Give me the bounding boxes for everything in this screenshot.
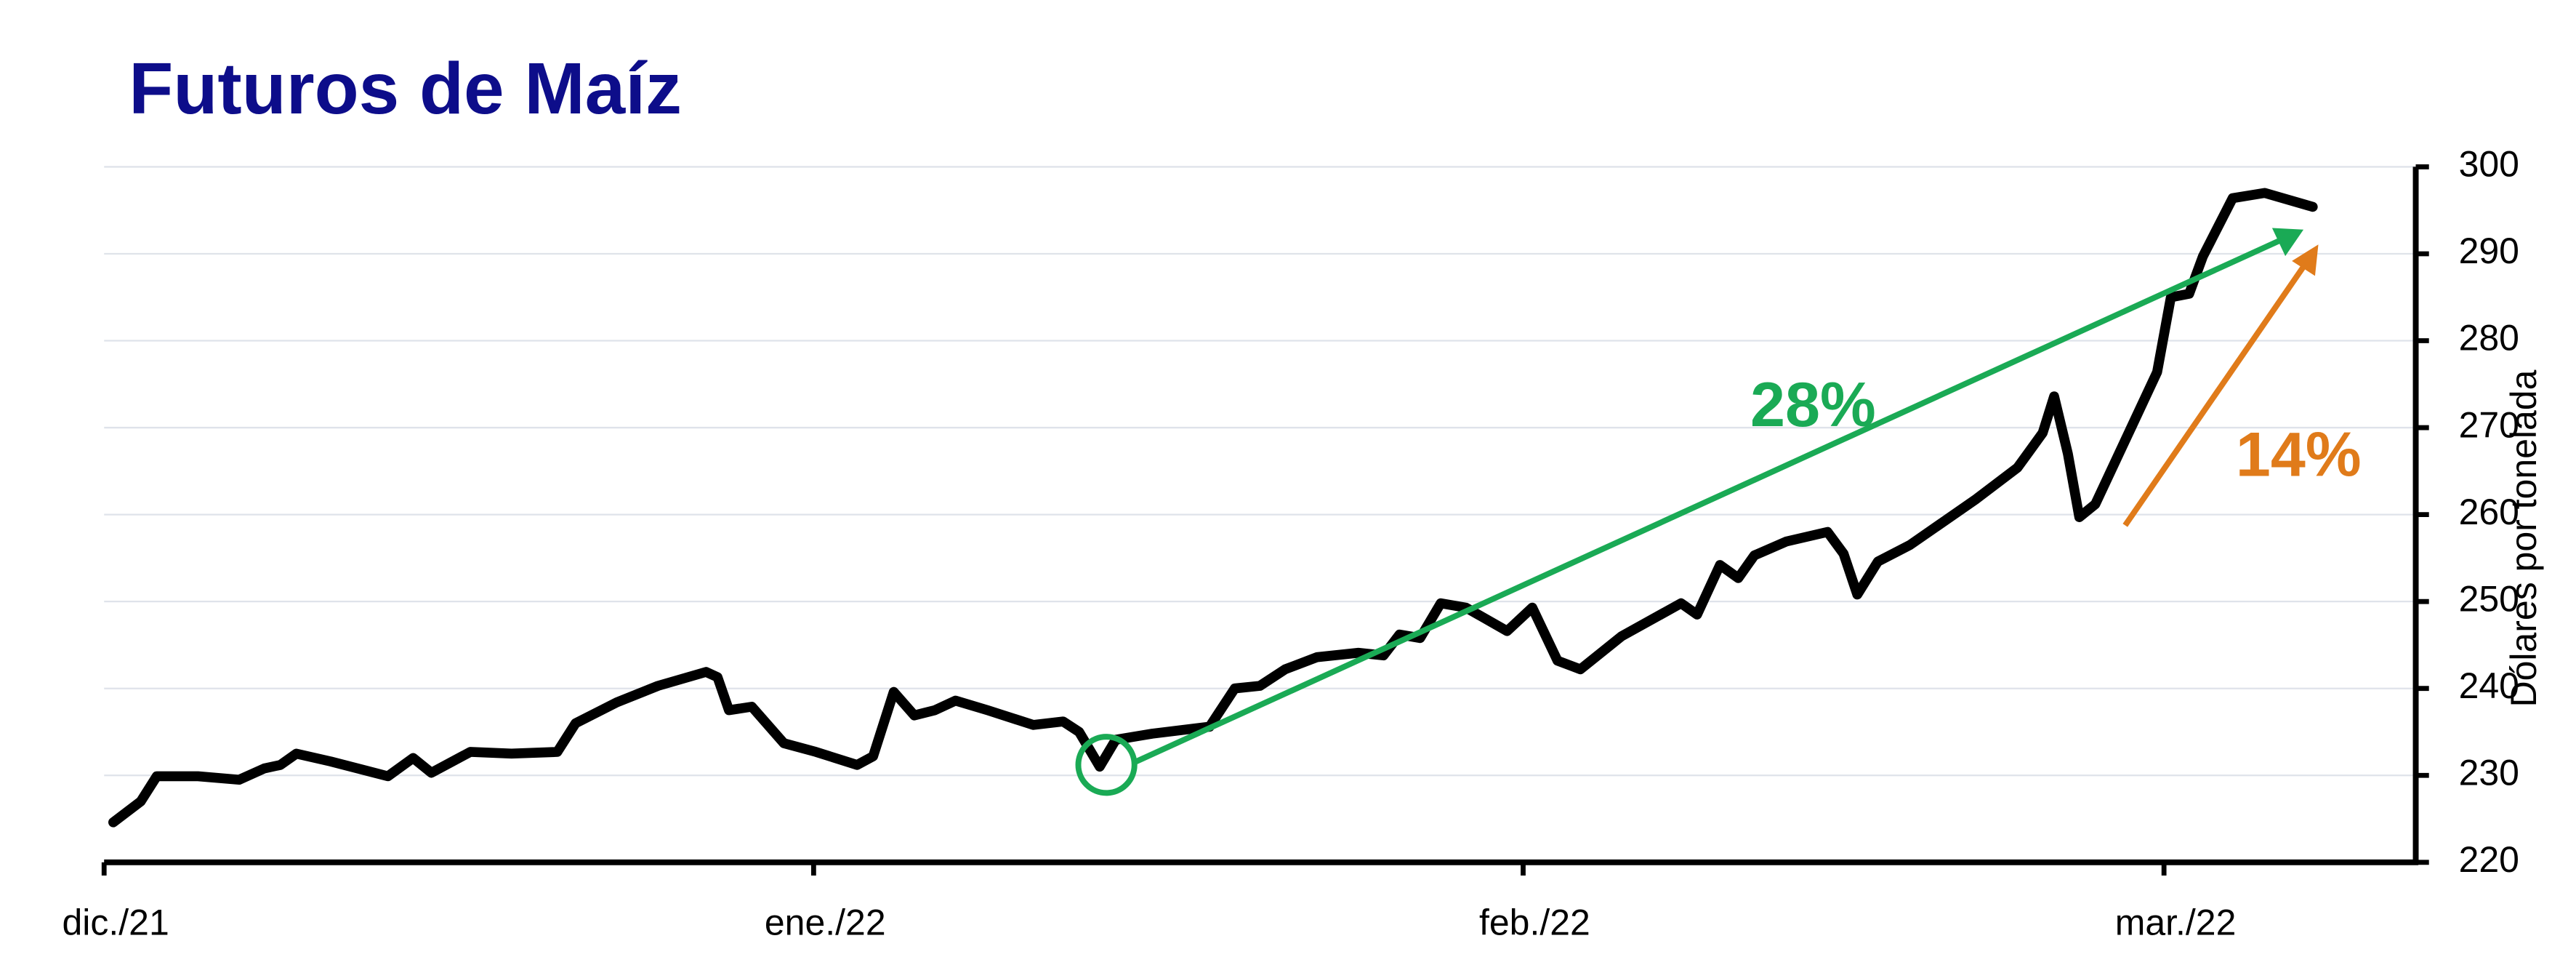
arrow-head (2292, 244, 2319, 276)
y-tick-label: 220 (2459, 839, 2519, 880)
y-tick-label: 290 (2459, 231, 2519, 271)
y-axis-label: Dólares por tonelada (2503, 369, 2544, 707)
x-tick-label: dic./21 (63, 902, 169, 942)
arrow-line (1135, 236, 2284, 764)
highlight-circle (1075, 734, 1138, 796)
annotation-text: 14% (2236, 420, 2362, 489)
y-tick-label: 230 (2459, 752, 2519, 793)
arrow-line (2122, 263, 2308, 527)
chart-title: Futuros de Maíz (129, 49, 682, 129)
price-line (108, 188, 2318, 828)
y-tick-label: 250 (2459, 578, 2519, 619)
y-tick-label: 280 (2459, 318, 2519, 359)
x-tick-label: ene./22 (765, 902, 886, 942)
x-tick-label: mar./22 (2115, 902, 2237, 942)
x-tick-label: feb./22 (1479, 902, 1590, 942)
y-tick-label: 240 (2459, 665, 2519, 706)
y-tick-label: 260 (2459, 492, 2519, 532)
annotation-text: 28% (1750, 370, 1876, 440)
y-tick-label: 270 (2459, 404, 2519, 445)
y-tick-label: 300 (2459, 144, 2519, 185)
annotations: 28% 14% (1075, 228, 2362, 796)
arrow-head (2271, 228, 2304, 257)
